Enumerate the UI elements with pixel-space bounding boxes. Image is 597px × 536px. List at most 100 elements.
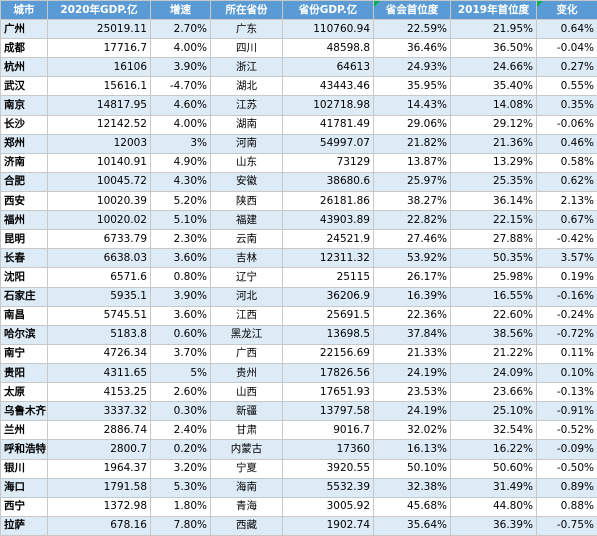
gdp-cell: 1964.37 <box>47 458 151 479</box>
table-row: 兰州 2886.74 2.40% 甘肃 9016.7 32.02% 32.54% -0.52% <box>0 420 597 441</box>
province-cell: 广西 <box>210 343 283 364</box>
city-cell: 成都 <box>0 38 48 59</box>
header-growth[interactable]: 增速 <box>150 0 211 20</box>
header-row: 城市 2020年GDP.亿 增速 所在省份 省份GDP.亿 省会首位度 2019… <box>0 0 597 20</box>
province-cell: 湖北 <box>210 76 283 97</box>
city-cell: 昆明 <box>0 229 48 250</box>
city-cell: 银川 <box>0 458 48 479</box>
province-cell: 陕西 <box>210 190 283 212</box>
change-cell: 0.67% <box>536 210 597 231</box>
table-row: 海口 1791.58 5.30% 海南 5532.39 32.38% 31.49% 0.89% <box>0 477 597 498</box>
change-cell: -0.04% <box>536 38 597 59</box>
growth-cell: 2.60% <box>150 382 211 403</box>
city-cell: 福州 <box>0 210 48 231</box>
gdp-cell: 1372.98 <box>47 496 151 517</box>
primacy-2019-cell: 23.66% <box>450 382 537 403</box>
table-row: 郑州 12003 3% 河南 54997.07 21.82% 21.36% 0.46% <box>0 133 597 154</box>
city-cell: 杭州 <box>0 57 48 78</box>
change-cell: -0.13% <box>536 382 597 403</box>
change-cell: 0.10% <box>536 362 597 384</box>
growth-cell: 3.60% <box>150 248 211 269</box>
province-gdp-cell: 3005.92 <box>282 496 374 517</box>
primacy-cell: 26.17% <box>373 267 451 288</box>
header-province-gdp[interactable]: 省份GDP.亿 <box>282 0 374 20</box>
change-cell: -0.52% <box>536 420 597 441</box>
growth-cell: 4.00% <box>150 38 211 59</box>
growth-cell: 3.90% <box>150 57 211 78</box>
province-gdp-cell: 5532.39 <box>282 477 374 498</box>
gdp-cell: 12142.52 <box>47 114 151 135</box>
header-primacy[interactable]: 省会首位度 <box>373 0 451 20</box>
gdp-cell: 12003 <box>47 133 151 154</box>
city-cell: 太原 <box>0 382 48 403</box>
primacy-cell: 22.36% <box>373 305 451 326</box>
province-gdp-cell: 25115 <box>282 267 374 288</box>
table-row: 杭州 16106 3.90% 浙江 64613 24.93% 24.66% 0.27% <box>0 57 597 78</box>
province-gdp-cell: 22156.69 <box>282 343 374 364</box>
primacy-cell: 32.02% <box>373 420 451 441</box>
province-gdp-cell: 102718.98 <box>282 95 374 116</box>
province-cell: 广东 <box>210 18 283 40</box>
change-cell: 0.11% <box>536 343 597 364</box>
change-cell: 0.55% <box>536 76 597 97</box>
city-cell: 拉萨 <box>0 515 48 536</box>
primacy-2019-cell: 21.36% <box>450 133 537 154</box>
primacy-2019-cell: 36.14% <box>450 190 537 212</box>
province-gdp-cell: 110760.94 <box>282 18 374 40</box>
city-cell: 武汉 <box>0 76 48 97</box>
province-cell: 浙江 <box>210 57 283 78</box>
primacy-cell: 23.53% <box>373 382 451 403</box>
header-city[interactable]: 城市 <box>0 0 48 20</box>
province-gdp-cell: 13698.5 <box>282 324 374 345</box>
province-cell: 安徽 <box>210 171 283 192</box>
province-cell: 湖南 <box>210 114 283 135</box>
header-gdp-2020[interactable]: 2020年GDP.亿 <box>47 0 151 20</box>
change-cell: -0.50% <box>536 458 597 479</box>
change-cell: 0.35% <box>536 95 597 116</box>
growth-cell: 3.60% <box>150 305 211 326</box>
city-cell: 西安 <box>0 190 48 212</box>
province-gdp-cell: 9016.7 <box>282 420 374 441</box>
province-cell: 云南 <box>210 229 283 250</box>
city-cell: 海口 <box>0 477 48 498</box>
growth-cell: 7.80% <box>150 515 211 536</box>
table-row: 呼和浩特 2800.7 0.20% 内蒙古 17360 16.13% 16.22% -0.09… <box>0 439 597 460</box>
city-cell: 长春 <box>0 248 48 269</box>
primacy-cell: 24.93% <box>373 57 451 78</box>
province-gdp-cell: 17651.93 <box>282 382 374 403</box>
city-cell: 合肥 <box>0 171 48 192</box>
change-cell: -0.06% <box>536 114 597 135</box>
change-cell: -0.75% <box>536 515 597 536</box>
province-gdp-cell: 3920.55 <box>282 458 374 479</box>
change-cell: 0.46% <box>536 133 597 154</box>
primacy-cell: 25.97% <box>373 171 451 192</box>
city-cell: 南京 <box>0 95 48 116</box>
province-cell: 四川 <box>210 38 283 59</box>
province-gdp-cell: 38680.6 <box>282 171 374 192</box>
growth-cell: 3% <box>150 133 211 154</box>
province-cell: 甘肃 <box>210 420 283 441</box>
province-cell: 河北 <box>210 286 283 307</box>
primacy-cell: 50.10% <box>373 458 451 479</box>
growth-cell: 4.00% <box>150 114 211 135</box>
primacy-cell: 21.33% <box>373 343 451 364</box>
growth-cell: 0.80% <box>150 267 211 288</box>
header-province[interactable]: 所在省份 <box>210 0 283 20</box>
city-cell: 乌鲁木齐 <box>0 401 48 422</box>
province-gdp-cell: 54997.07 <box>282 133 374 154</box>
table-row: 沈阳 6571.6 0.80% 辽宁 25115 26.17% 25.98% 0.19% <box>0 267 597 288</box>
change-cell: 2.13% <box>536 190 597 212</box>
growth-cell: 5.30% <box>150 477 211 498</box>
city-cell: 广州 <box>0 18 48 40</box>
header-primacy-2019[interactable]: 2019年首位度 <box>450 0 537 20</box>
primacy-2019-cell: 36.50% <box>450 38 537 59</box>
table-row: 南宁 4726.34 3.70% 广西 22156.69 21.33% 21.22% 0.11… <box>0 343 597 364</box>
header-change[interactable]: 变化 <box>536 0 597 20</box>
change-cell: 0.64% <box>536 18 597 40</box>
gdp-cell: 14817.95 <box>47 95 151 116</box>
gdp-cell: 678.16 <box>47 515 151 536</box>
primacy-cell: 13.87% <box>373 152 451 173</box>
gdp-cell: 10140.91 <box>47 152 151 173</box>
province-cell: 海南 <box>210 477 283 498</box>
province-cell: 黑龙江 <box>210 324 283 345</box>
